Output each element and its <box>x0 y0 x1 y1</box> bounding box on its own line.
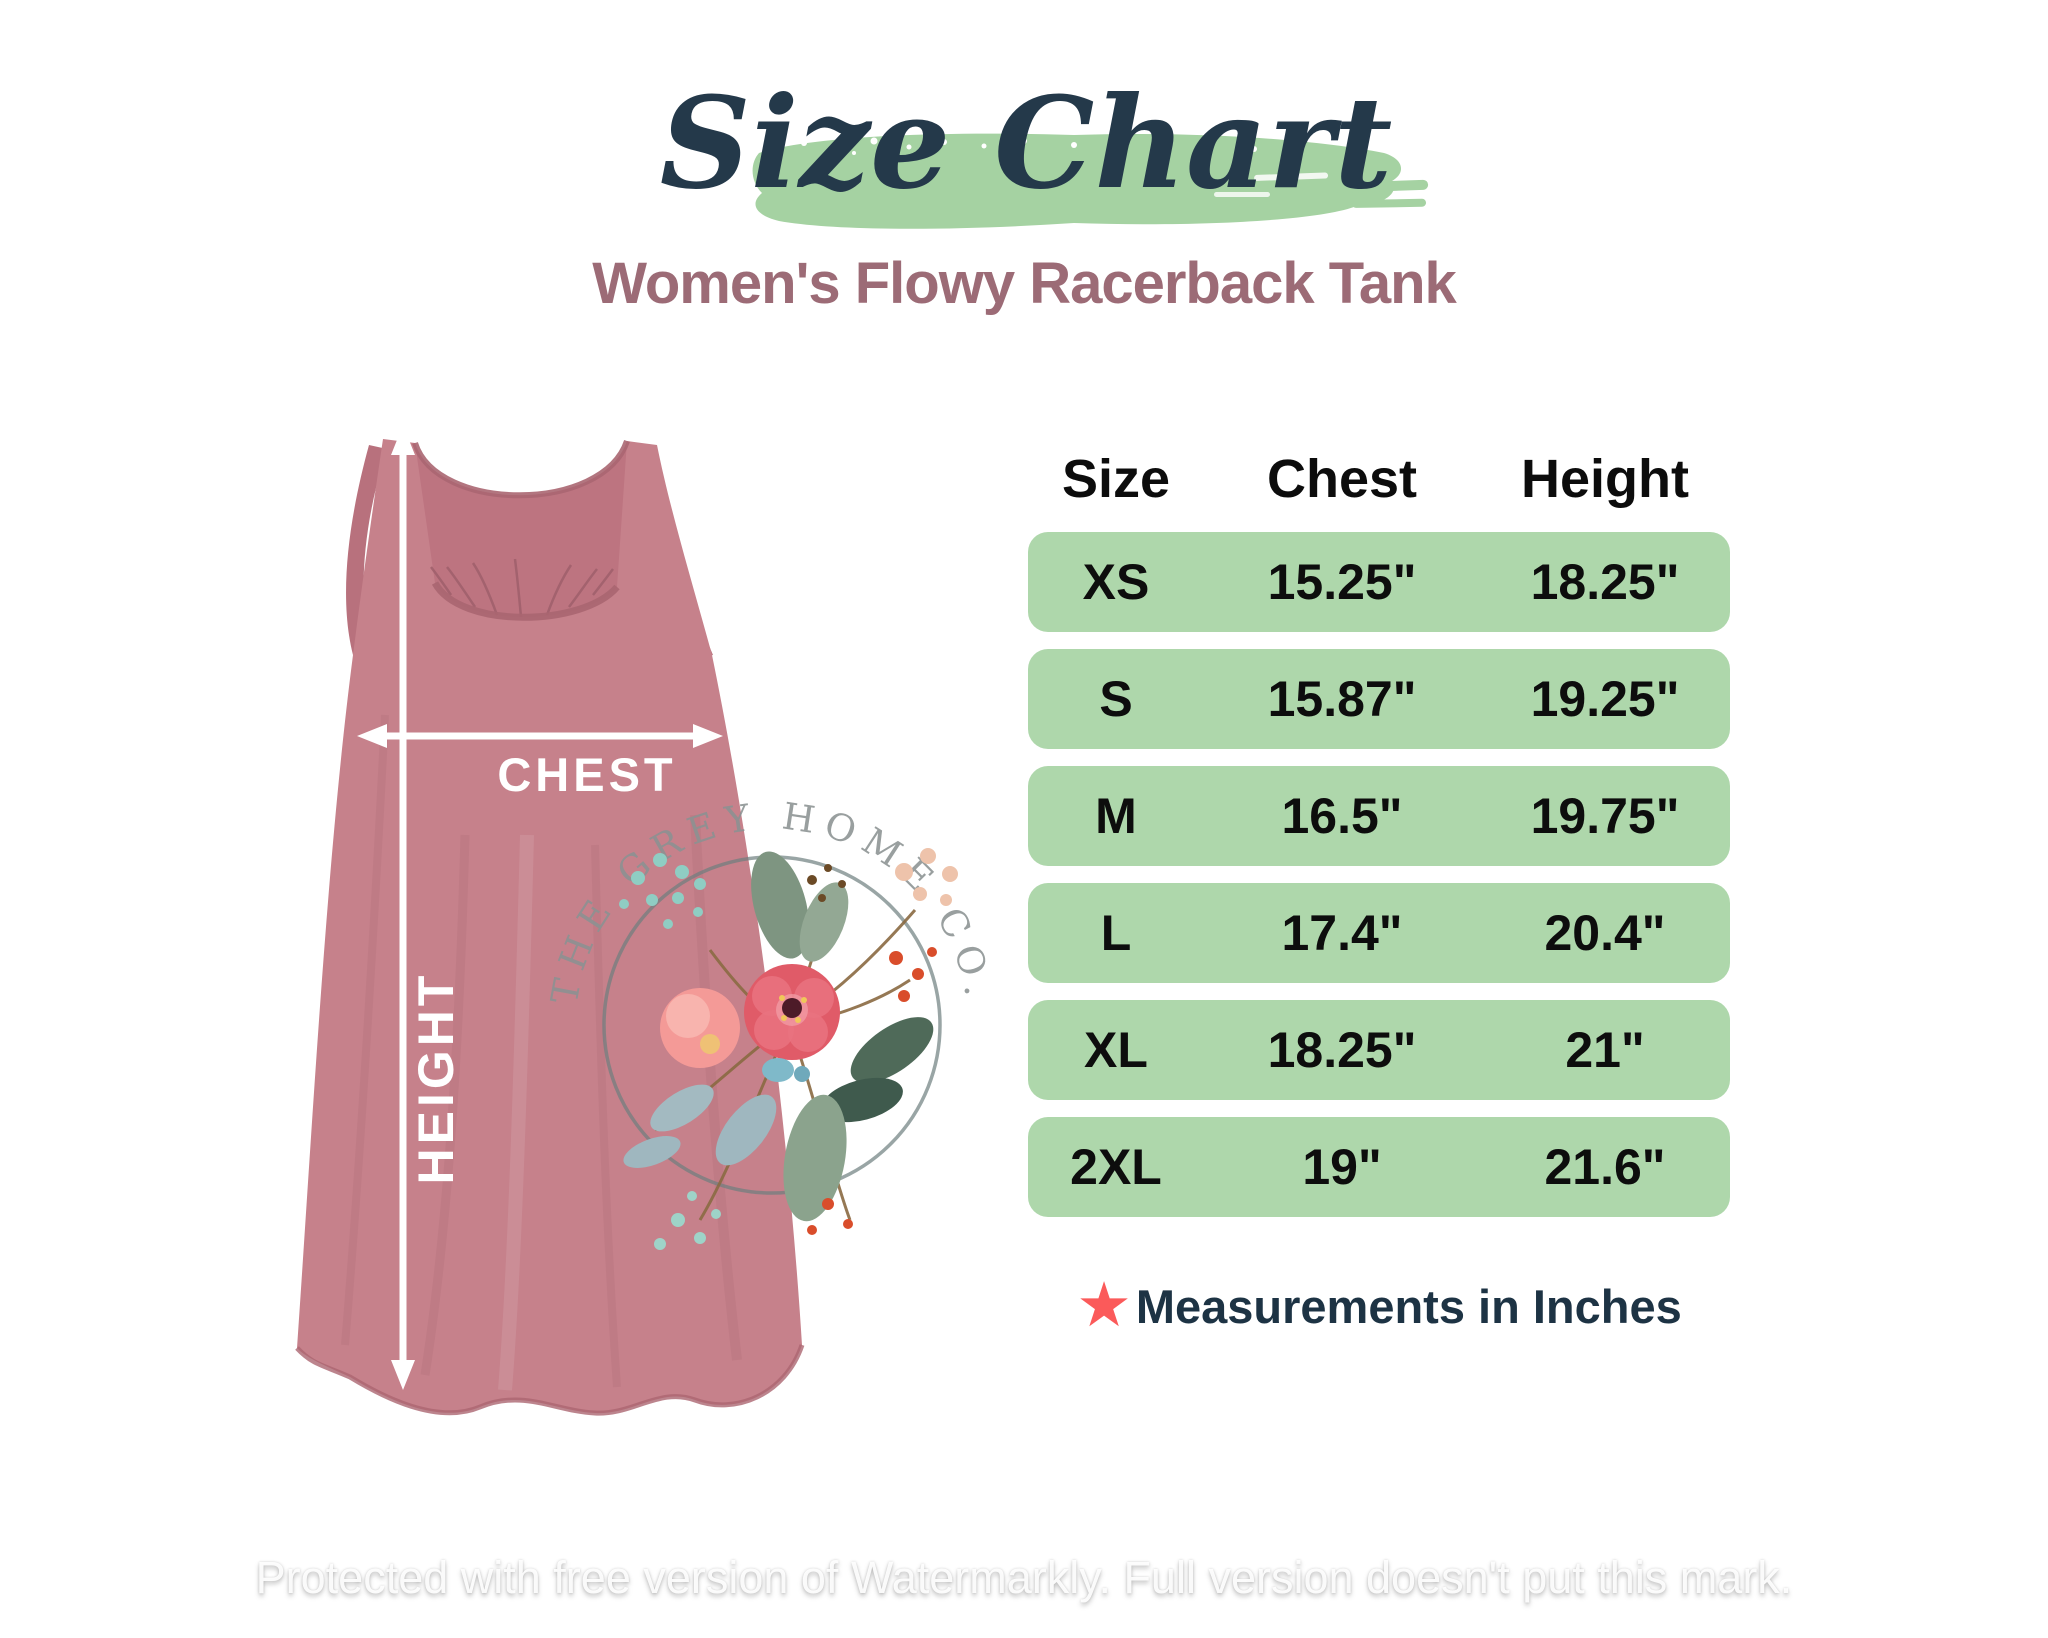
page-title: Size Chart <box>660 69 1393 217</box>
chest-arrow <box>357 724 723 748</box>
brown-buds <box>807 864 846 902</box>
chest-value: 15.25" <box>1267 554 1417 610</box>
size-value: M <box>1095 788 1137 844</box>
chest-value: 18.25" <box>1267 1022 1417 1078</box>
size-value: XS <box>1082 554 1150 610</box>
height-value: 19.75" <box>1530 788 1680 844</box>
gather-pleats <box>429 558 614 618</box>
title-banner: Size Chart <box>552 69 1429 229</box>
tank-top-diagram: CHEST HEIGHT <box>295 425 805 1416</box>
fabric-folds <box>341 714 742 1391</box>
red-berries <box>807 947 937 1235</box>
chest-value: 17.4" <box>1281 905 1403 961</box>
chest-measure-label: CHEST <box>497 748 676 801</box>
height-measure-label: HEIGHT <box>408 972 464 1185</box>
table-row: XS 15.25" 18.25" <box>1028 532 1730 632</box>
size-value: XL <box>1084 1022 1148 1078</box>
table-row: XL 18.25" 21" <box>1028 1000 1730 1100</box>
column-header-chest: Chest <box>1266 449 1418 509</box>
height-value: 18.25" <box>1530 554 1680 610</box>
chest-value: 15.87" <box>1267 671 1417 727</box>
neck-bindings <box>412 439 630 621</box>
table-row: L 17.4" 20.4" <box>1028 883 1730 983</box>
star-icon: ★ <box>1076 1271 1132 1340</box>
height-value: 21" <box>1565 1022 1645 1078</box>
peach-buds <box>895 848 958 906</box>
height-value: 21.6" <box>1544 1139 1666 1195</box>
measurement-note: ★ Measurements in Inches <box>1028 1275 1730 1337</box>
column-header-size: Size <box>1061 449 1171 509</box>
size-value: 2XL <box>1070 1139 1162 1195</box>
size-value: S <box>1099 671 1133 727</box>
floral-bouquet-illustration <box>619 848 958 1250</box>
chest-value: 19" <box>1302 1139 1382 1195</box>
column-header-height: Height <box>1521 449 1689 509</box>
height-value: 20.4" <box>1544 905 1666 961</box>
height-arrow <box>391 425 415 1390</box>
tank-body <box>297 439 802 1414</box>
size-value: L <box>1100 905 1132 961</box>
brush-speckles <box>552 137 1302 158</box>
measurement-note-text: Measurements in Inches <box>1135 1279 1682 1333</box>
size-table: Size Chest Height XS 15.25" 18.25" S 15.… <box>1028 448 1730 1337</box>
mint-berries-top <box>619 853 706 929</box>
table-row: 2XL 19" 21.6" <box>1028 1117 1730 1217</box>
shop-watermark-logo: THE GREY HOME CO. <box>543 795 992 1250</box>
chest-value: 16.5" <box>1281 788 1403 844</box>
table-row: M 16.5" 19.75" <box>1028 766 1730 866</box>
table-row: S 15.87" 19.25" <box>1028 649 1730 749</box>
mint-berries-bottom <box>654 1191 721 1250</box>
product-name: Women's Flowy Racerback Tank <box>592 251 1457 316</box>
tank-back-panel <box>415 441 627 618</box>
height-value: 19.25" <box>1530 671 1680 727</box>
watermark-footer-text: Protected with free version of Watermark… <box>255 1552 1793 1603</box>
brush-stroke <box>552 133 1429 229</box>
table-header-row: Size Chest Height <box>1028 448 1730 509</box>
hem-binding <box>295 1344 805 1416</box>
rose-flower <box>744 964 840 1060</box>
